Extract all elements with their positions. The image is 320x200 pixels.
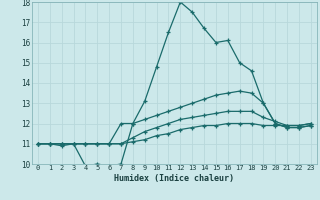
X-axis label: Humidex (Indice chaleur): Humidex (Indice chaleur) bbox=[115, 174, 234, 183]
